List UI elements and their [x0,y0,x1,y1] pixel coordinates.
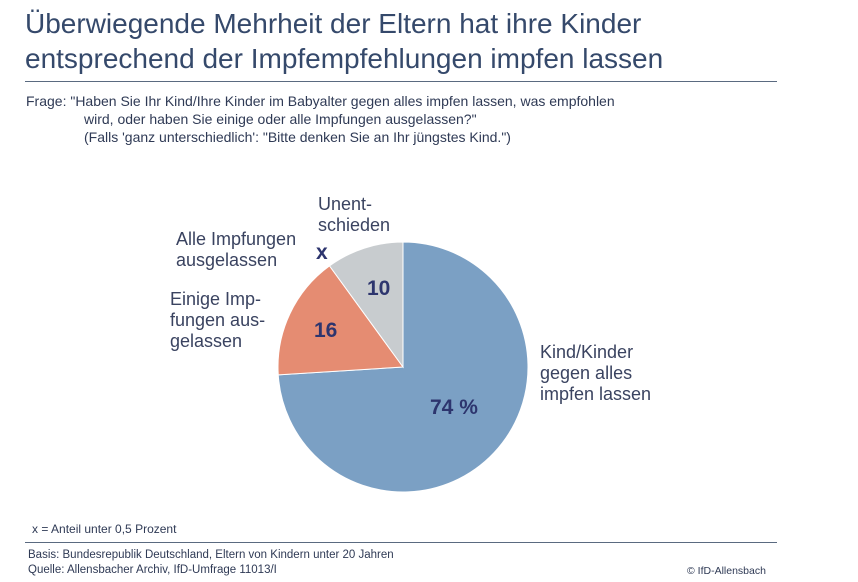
label-line: gelassen [170,331,243,351]
footnote: x = Anteil unter 0,5 Prozent [32,522,177,536]
title-line-2: entsprechend der Impfempfehlungen impfen… [25,43,664,74]
label-some-skipped: Einige Imp- fungen aus- gelassen [170,289,265,352]
slice-some-skipped [277,265,404,376]
title-divider [25,81,777,82]
label-line: Einige Imp- [170,289,262,309]
question-line-2: wird, oder haben Sie einige oder alle Im… [84,111,477,127]
source-quelle: Quelle: Allensbacher Archiv, IfD-Umfrage… [28,564,277,576]
question-line-3: (Falls 'ganz unterschiedlich': "Bitte de… [84,129,511,145]
label-line: gegen alles [540,363,633,383]
slice-undecided [328,241,404,369]
label-line: Alle Impfungen [176,229,297,249]
chart-title: Überwiegende Mehrheit der Eltern hat ihr… [25,6,795,76]
label-line: Kind/Kinder [540,342,634,362]
question-line-1: Frage: "Haben Sie Ihr Kind/Ihre Kinder i… [26,93,615,109]
label-all-skipped: Alle Impfungen ausgelassen [176,229,296,271]
value-undecided: 10 [367,277,391,300]
source-basis: Basis: Bundesrepublik Deutschland, Elter… [28,549,394,561]
label-undecided: Unent- schieden [318,194,390,236]
label-all-vaccinated: Kind/Kinder gegen alles impfen lassen [540,342,651,405]
pie-slices [277,241,529,493]
footer-divider [25,542,777,543]
copyright: © IfD-Allensbach [687,565,766,577]
label-line: impfen lassen [540,384,652,404]
label-line: Unent- [318,194,373,214]
label-line: fungen aus- [170,310,266,330]
value-all-vaccinated: 74 % [430,396,478,419]
value-some-skipped: 16 [314,319,338,342]
label-line: ausgelassen [176,250,278,270]
value-all-skipped: x [316,241,328,264]
title-line-1: Überwiegende Mehrheit der Eltern hat ihr… [25,8,642,39]
label-line: schieden [318,215,391,235]
